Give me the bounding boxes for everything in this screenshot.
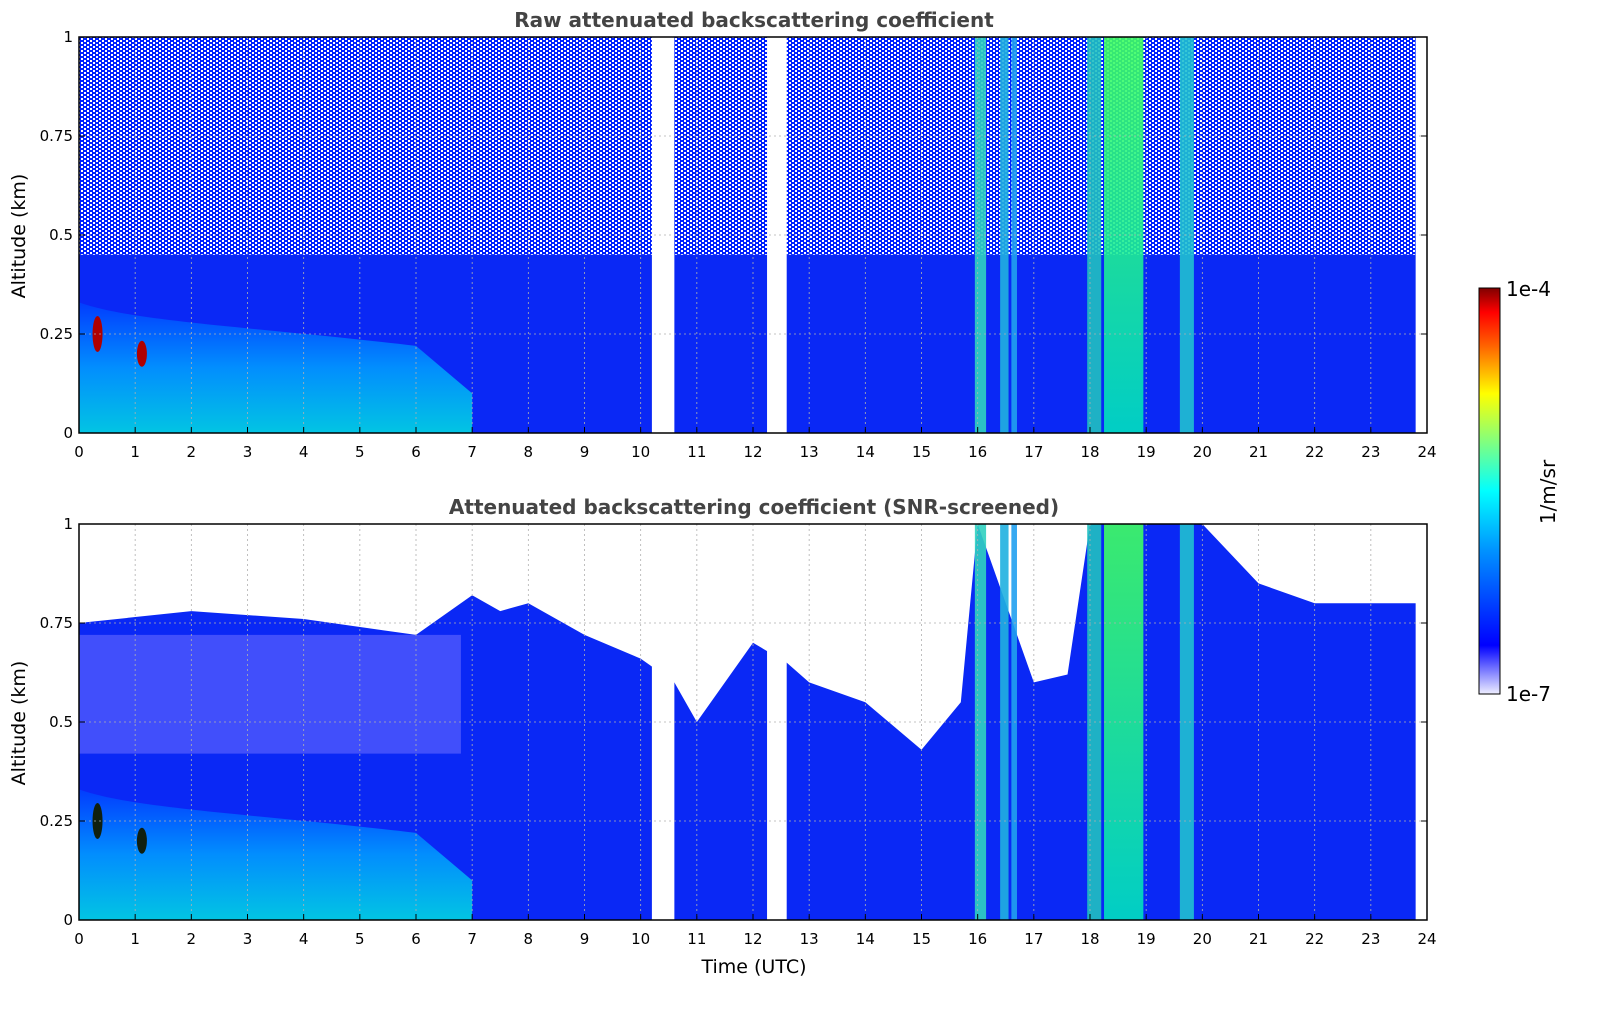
y-axis-label-bottom: Altitude (km) — [8, 661, 30, 786]
colorbar-unit-label: 1/m/sr — [1536, 459, 1560, 524]
low-aerosol-layer — [79, 789, 473, 920]
x-tick-label: 13 — [800, 443, 819, 461]
x-tick-label: 2 — [187, 443, 197, 461]
x-tick-label: 0 — [74, 443, 84, 461]
x-tick-label: 24 — [1417, 930, 1436, 948]
x-tick-label: 7 — [467, 443, 477, 461]
x-tick-label: 4 — [299, 443, 309, 461]
colorbar-max-label: 1e-4 — [1506, 277, 1551, 301]
data-gap — [767, 524, 787, 920]
x-tick-label: 2 — [187, 930, 197, 948]
x-tick-label: 23 — [1361, 930, 1380, 948]
y-tick-label: 0.75 — [40, 614, 73, 632]
y-tick-label: 0.5 — [49, 713, 73, 731]
x-tick-label: 23 — [1361, 443, 1380, 461]
x-tick-label: 21 — [1249, 930, 1268, 948]
x-tick-label: 1 — [130, 930, 140, 948]
y-tick-label: 1 — [63, 515, 73, 533]
y-tick-label: 0 — [63, 911, 73, 929]
x-tick-label: 13 — [800, 930, 819, 948]
x-tick-label: 5 — [355, 930, 365, 948]
x-tick-label: 22 — [1305, 930, 1324, 948]
x-tick-label: 15 — [912, 930, 931, 948]
y-axis-ticks-top: 0 0.25 0.5 0.75 1 — [40, 28, 1427, 442]
x-tick-label: 1 — [130, 443, 140, 461]
x-tick-label: 11 — [687, 930, 706, 948]
x-tick-label: 6 — [411, 443, 421, 461]
low-aerosol-layer — [79, 302, 473, 433]
x-tick-label: 21 — [1249, 443, 1268, 461]
data-gap — [651, 524, 675, 920]
x-tick-label: 4 — [299, 930, 309, 948]
x-tick-label: 7 — [467, 930, 477, 948]
y-tick-label: 0.25 — [40, 325, 73, 343]
panel-raw: Raw attenuated backscattering coefficien… — [8, 8, 1437, 461]
x-tick-label: 22 — [1305, 443, 1324, 461]
x-tick-label: 20 — [1193, 443, 1212, 461]
x-tick-label: 19 — [1137, 443, 1156, 461]
x-tick-label: 5 — [355, 443, 365, 461]
y-tick-label: 0 — [63, 424, 73, 442]
cloud-column — [1179, 37, 1194, 433]
x-tick-label: 8 — [524, 443, 534, 461]
y-axis-label-top: Altitude (km) — [8, 174, 30, 299]
x-tick-label: 3 — [243, 930, 253, 948]
x-tick-label: 12 — [743, 930, 762, 948]
x-tick-label: 10 — [631, 443, 650, 461]
x-tick-label: 16 — [968, 443, 987, 461]
x-tick-label: 14 — [856, 930, 875, 948]
low-signal-band — [79, 634, 461, 754]
x-tick-label: 9 — [580, 930, 590, 948]
x-tick-label: 18 — [1080, 443, 1099, 461]
x-tick-label: 17 — [1024, 443, 1043, 461]
x-tick-label: 18 — [1080, 930, 1099, 948]
data-gap — [767, 37, 787, 433]
x-tick-label: 15 — [912, 443, 931, 461]
chart-title-bottom: Attenuated backscattering coefficient (S… — [449, 495, 1059, 519]
x-axis-ticks-top: 0 1 2 3 4 5 6 7 8 9 10 11 12 13 14 15 16 17 18 19 20 21 22 23 24 — [74, 427, 1437, 461]
x-tick-label: 14 — [856, 443, 875, 461]
colorbar-min-label: 1e-7 — [1506, 682, 1551, 706]
x-tick-label: 12 — [743, 443, 762, 461]
aerosol-peak — [92, 803, 103, 839]
y-tick-label: 0.5 — [49, 226, 73, 244]
chart-title-top: Raw attenuated backscattering coefficien… — [514, 8, 994, 32]
x-tick-label: 8 — [524, 930, 534, 948]
x-tick-label: 3 — [243, 443, 253, 461]
x-axis-ticks-bottom: 0 1 2 3 4 5 6 7 8 9 10 11 12 13 14 15 16 17 18 19 20 21 22 23 24 — [74, 914, 1437, 948]
aerosol-peak — [92, 316, 103, 352]
x-tick-label: 24 — [1417, 443, 1436, 461]
panel-screened: Attenuated backscattering coefficient (S… — [8, 495, 1437, 978]
colorbar-gradient — [1478, 287, 1501, 695]
x-tick-label: 17 — [1024, 930, 1043, 948]
x-tick-label: 19 — [1137, 930, 1156, 948]
x-tick-label: 0 — [74, 930, 84, 948]
x-tick-label: 6 — [411, 930, 421, 948]
y-tick-label: 1 — [63, 28, 73, 46]
aerosol-peak — [136, 340, 147, 367]
x-tick-label: 9 — [580, 443, 590, 461]
aerosol-peak — [136, 827, 147, 854]
x-tick-label: 11 — [687, 443, 706, 461]
x-tick-label: 10 — [631, 930, 650, 948]
screened-signal-region — [79, 524, 1416, 920]
x-axis-label: Time (UTC) — [700, 956, 806, 978]
x-tick-label: 20 — [1193, 930, 1212, 948]
y-axis-ticks-bottom: 0 0.25 0.5 0.75 1 — [40, 515, 1427, 929]
cloud-column — [1179, 524, 1194, 920]
colorbar: 1e-4 1e-7 1/m/sr — [1478, 277, 1560, 706]
noise-region — [79, 37, 1416, 255]
data-gap — [651, 37, 675, 433]
x-tick-label: 16 — [968, 930, 987, 948]
y-tick-label: 0.25 — [40, 812, 73, 830]
y-tick-label: 0.75 — [40, 127, 73, 145]
